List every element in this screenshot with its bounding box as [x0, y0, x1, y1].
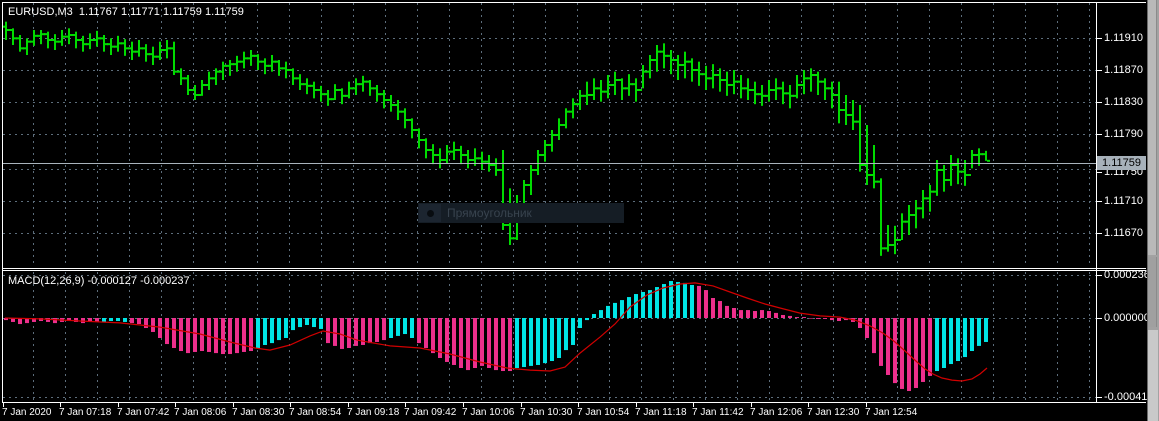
macd-axis-label: -0.000419: [1104, 391, 1154, 403]
scrollbar-trough[interactable]: [1148, 257, 1157, 327]
macd-signal-value: -0.000237: [140, 275, 190, 287]
time-axis-label: 7 Jan 12:54: [865, 407, 918, 418]
bullet-icon-cell: [419, 204, 441, 222]
close-value: 1.11759: [204, 6, 244, 18]
macd-label: MACD(12,26,9): [8, 275, 85, 287]
symbol-ohlc-header: EURUSD,M3 1.11767 1.11771 1.11759 1.1175…: [8, 6, 244, 18]
time-axis-label: 7 Jan 08:30: [232, 407, 285, 418]
symbol-period-label: EURUSD,M3: [8, 6, 73, 18]
time-axis-label: 7 Jan 11:42: [692, 407, 744, 418]
right-scrollbar[interactable]: [1147, 0, 1159, 421]
macd-axis-label: 0.000236: [1104, 269, 1150, 281]
time-axis-label: 7 Jan 2020: [2, 407, 52, 418]
scrollbar-edge: [1147, 0, 1148, 421]
price-axis-label: 1.11670: [1104, 227, 1143, 239]
axis-ticks: [3, 38, 1102, 407]
time-axis-label: 7 Jan 07:18: [59, 407, 112, 418]
macd-axis-label: 0.000000: [1104, 312, 1150, 324]
price-axis-label: 1.11910: [1104, 32, 1143, 44]
macd-indicator-header: MACD(12,26,9) -0.000127 -0.000237: [8, 275, 190, 287]
bullet-icon: [426, 209, 434, 217]
scrollbar-thumb[interactable]: [1148, 0, 1157, 255]
time-axis-label: 7 Jan 10:06: [462, 407, 515, 418]
open-value: 1.11767: [78, 6, 118, 18]
macd-main-value: -0.000127: [87, 275, 138, 287]
price-axis-label: 1.11710: [1104, 195, 1143, 207]
time-axis-label: 7 Jan 09:18: [347, 407, 400, 418]
macd-histogram-bars: [4, 281, 988, 392]
time-axis-label: 7 Jan 10:30: [520, 407, 573, 418]
time-axis-label: 7 Jan 08:54: [289, 407, 342, 418]
price-axis-label: 1.11870: [1104, 64, 1143, 76]
time-axis-label: 7 Jan 12:06: [750, 407, 803, 418]
scrollbar-lower-segment[interactable]: [1148, 330, 1158, 421]
tooltip-label: Прямоугольник: [447, 206, 532, 220]
time-axis-label: 7 Jan 09:42: [404, 407, 457, 418]
high-value: 1.11771: [120, 6, 160, 18]
time-axis-label: 7 Jan 11:18: [635, 407, 687, 418]
rectangle-tool-tooltip[interactable]: Прямоугольник: [418, 203, 624, 223]
low-value: 1.11759: [162, 6, 202, 18]
current-price-badge: 1.11759: [1097, 156, 1146, 170]
time-axis-label: 7 Jan 07:42: [117, 407, 170, 418]
time-axis-label: 7 Jan 08:06: [174, 407, 227, 418]
price-axis-label: 1.11830: [1104, 96, 1143, 108]
time-axis-label: 7 Jan 10:54: [577, 407, 630, 418]
time-axis-label: 7 Jan 12:30: [807, 407, 860, 418]
frame-borders: [2, 2, 1146, 403]
grid-lines: [3, 3, 1096, 401]
macd-signal-line: [4, 282, 988, 382]
price-axis-label: 1.11790: [1104, 128, 1143, 140]
